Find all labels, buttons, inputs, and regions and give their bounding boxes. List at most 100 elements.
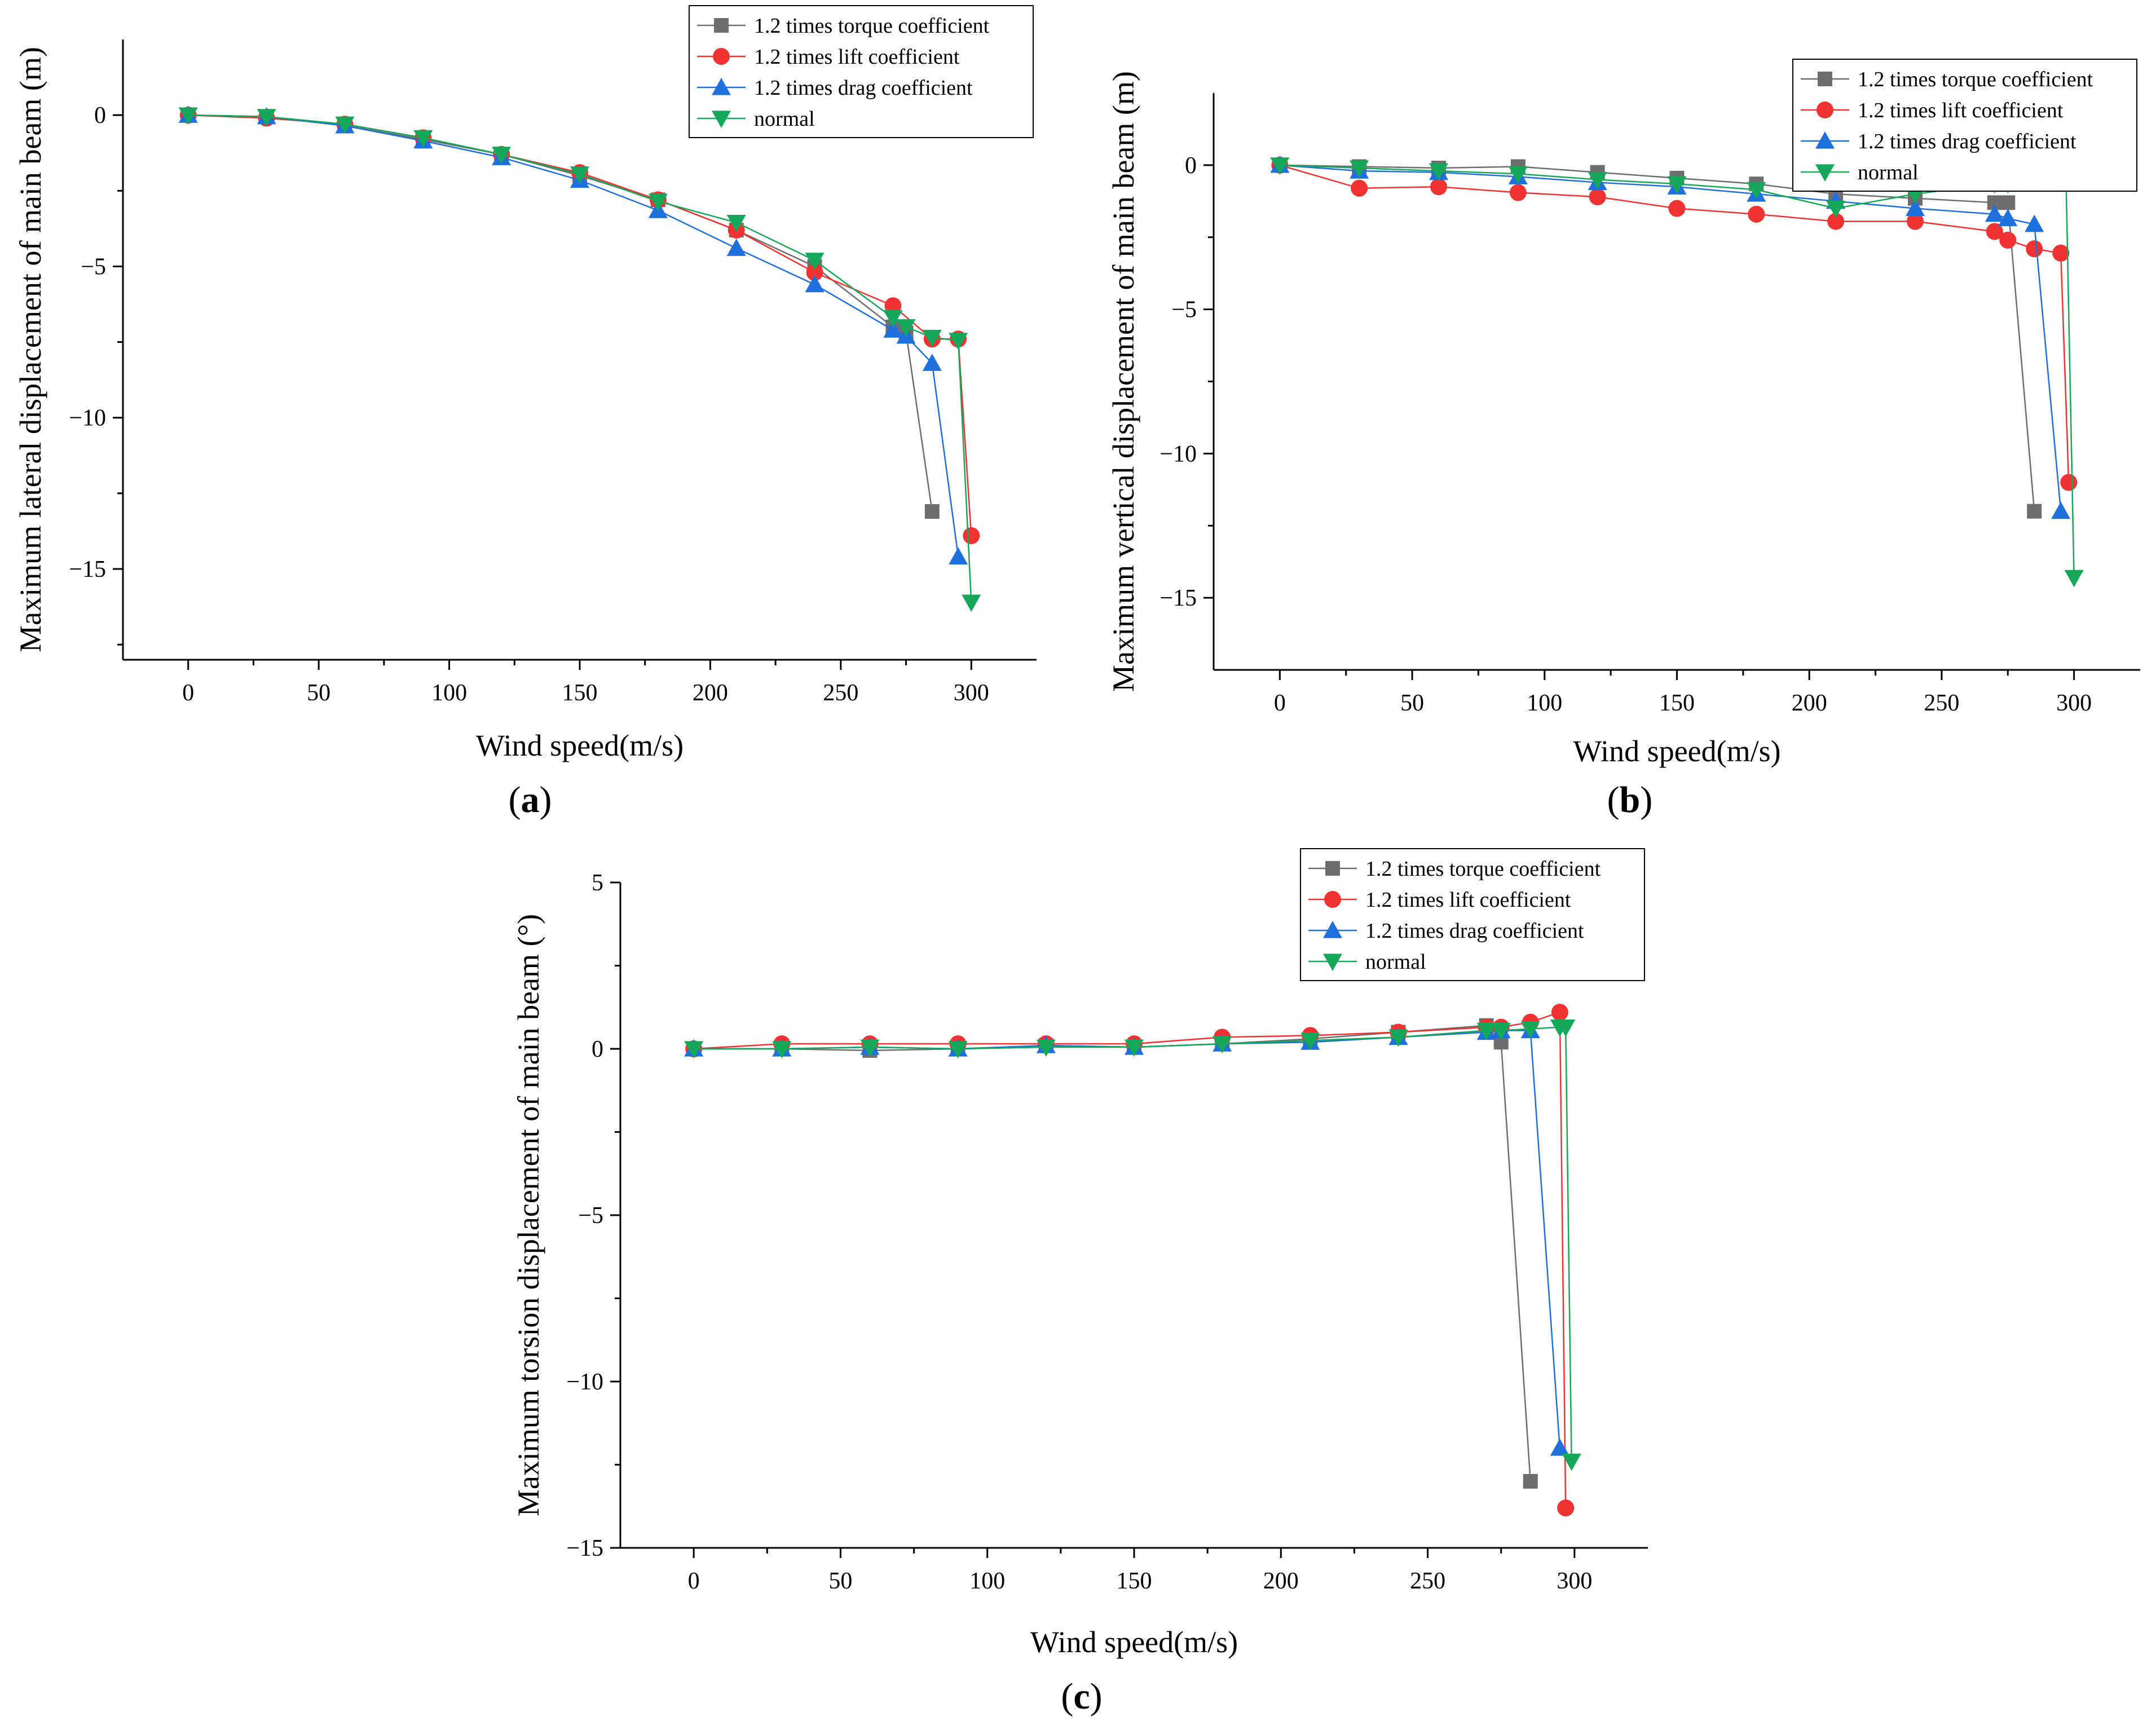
chart-a-data-point — [805, 275, 825, 293]
chart-b-data-point — [1588, 171, 1607, 189]
chart-b-data-point — [2051, 501, 2071, 519]
chart-a-legend-marker — [714, 18, 729, 33]
chart-a-data-point — [648, 193, 668, 211]
chart-a-x-tick-label: 100 — [431, 680, 467, 706]
chart-a-data-point — [178, 107, 198, 125]
chart-c-data-point — [772, 1041, 792, 1058]
chart-b-legend-marker — [1815, 164, 1835, 182]
chart-a-data-point — [962, 594, 981, 612]
chart-b-series-3 — [1270, 157, 2084, 588]
chart-c-data-point — [1550, 1438, 1569, 1456]
chart-b-data-point — [1999, 231, 2017, 249]
chart-a-x-tick-label: 300 — [954, 680, 989, 706]
chart-b-data-point — [1509, 184, 1527, 201]
chart-a-data-point — [492, 147, 512, 164]
chart-a-data-point — [335, 116, 355, 134]
chart-b-data-point — [1747, 182, 1766, 200]
chart-a-x-tick-label: 50 — [307, 680, 330, 706]
chart-c-data-point — [1213, 1036, 1232, 1054]
chart-a-legend-marker — [712, 111, 731, 128]
chart-b-x-tick-label: 0 — [1274, 690, 1286, 716]
chart-c-data-point — [1557, 1499, 1575, 1517]
chart-c-data-point — [1551, 1004, 1568, 1021]
chart-b-data-point — [2026, 240, 2043, 258]
chart-b-panel-label: (b) — [1607, 779, 1653, 820]
chart-b-data-point — [2064, 570, 2084, 588]
chart-b-legend-label: 1.2 times torque coefficient — [1858, 68, 2093, 91]
chart-c-legend-marker — [1323, 954, 1342, 971]
chart-b-data-point — [2027, 504, 2042, 519]
chart-c-legend-marker — [1323, 921, 1342, 938]
chart-c-y-tick-label: −15 — [566, 1535, 603, 1561]
chart-c-data-point — [1520, 1021, 1540, 1039]
chart-c-x-axis-title: Wind speed(m/s) — [1030, 1625, 1238, 1659]
chart-a-legend-label: normal — [754, 107, 815, 131]
chart-b-data-point — [2052, 244, 2070, 262]
chart-b-data-point — [2060, 474, 2078, 491]
chart-c-panel-label: (c) — [1061, 1676, 1102, 1717]
chart-a-data-point — [884, 297, 902, 315]
chart-a-data-point — [413, 130, 433, 148]
chart-c-data-point — [1562, 1454, 1581, 1471]
chart-a-x-tick-label: 250 — [823, 680, 858, 706]
chart-c-series-line — [694, 1011, 1567, 1508]
chart-a-data-point — [257, 109, 276, 126]
chart-b-legend-box — [1792, 59, 2137, 192]
chart-b-data-point — [1748, 205, 1765, 223]
chart-a-data-point — [806, 264, 823, 281]
chart-b-data-point — [1667, 176, 1687, 194]
chart-c-y-tick-label: 5 — [592, 870, 603, 896]
chart-b-series-0 — [1272, 157, 2042, 519]
chart-a-y-tick-label: −5 — [81, 254, 106, 280]
chart-a-y-tick-label: −10 — [69, 405, 106, 431]
chart-b-legend-marker — [1815, 131, 1835, 149]
chart-b-data-point — [2025, 214, 2044, 232]
chart-c-legend-box — [1300, 848, 1645, 981]
chart-c-data-point — [1556, 1020, 1576, 1037]
chart-b: 0 50 100 150 200 250 300 0 −5 −10 −15 Wind speed(m/… — [1106, 59, 2140, 820]
chart-a-data-point — [949, 547, 968, 565]
chart-c-y-tick-label: 0 — [592, 1036, 603, 1062]
chart-a: 0 50 100 150 200 250 300 0 −5 −10 −15 Wind speed(m/… — [14, 5, 1037, 820]
chart-c-legend: 1.2 times torque coefficient 1.2 times li… — [1300, 848, 1645, 981]
chart-b-y-tick-label: −15 — [1159, 585, 1197, 611]
chart-b-data-point — [1589, 188, 1606, 206]
chart-c-x-tick-label: 200 — [1263, 1568, 1299, 1594]
chart-c-data-point — [860, 1039, 880, 1057]
chart-b-data-point — [1826, 201, 1846, 218]
chart-b-x-tick-label: 50 — [1400, 690, 1424, 716]
chart-c-y-tick-label: −10 — [566, 1369, 603, 1395]
chart-c-series-line — [694, 1026, 1572, 1462]
chart-c-data-point — [948, 1041, 968, 1058]
chart-a-x-tick-label: 150 — [562, 680, 598, 706]
chart-a-legend-label: 1.2 times torque coefficient — [754, 14, 990, 38]
chart-b-data-point — [1430, 178, 1448, 196]
chart-b-data-point — [1906, 213, 1924, 230]
chart-a-data-point — [963, 527, 980, 544]
chart-c-series-line — [694, 1025, 1532, 1482]
chart-a-legend-label: 1.2 times drag coefficient — [754, 76, 973, 100]
chart-a-data-point — [570, 166, 589, 184]
chart-a-data-point — [896, 319, 916, 337]
chart-b-data-point — [1270, 157, 1290, 175]
chart-c-x-tick-label: 0 — [688, 1568, 700, 1594]
chart-a-panel-label: (a) — [509, 779, 552, 820]
chart-b-y-tick-label: −5 — [1171, 297, 1197, 323]
chart-b-data-point — [2000, 195, 2016, 210]
chart-c-data-point — [1491, 1022, 1511, 1040]
chart-a-series-3 — [178, 107, 981, 612]
chart-c-x-tick-label: 300 — [1557, 1568, 1592, 1594]
chart-b-x-tick-label: 300 — [2056, 690, 2092, 716]
chart-a-y-tick-label: −15 — [69, 557, 106, 582]
chart-b-x-tick-label: 200 — [1792, 690, 1827, 716]
chart-a-data-point — [924, 504, 940, 519]
chart-c-legend-label: 1.2 times torque coefficient — [1365, 857, 1601, 881]
chart-c-y-axis-title: Maximum torsion displacement of main bea… — [512, 914, 545, 1516]
chart-a-x-tick-label: 0 — [182, 680, 194, 706]
chart-c-x-tick-label: 50 — [828, 1568, 852, 1594]
chart-b-y-tick-label: −10 — [1159, 441, 1197, 467]
chart-b-x-tick-label: 250 — [1924, 690, 1959, 716]
chart-b-data-point — [1668, 200, 1686, 217]
chart-a-x-tick-label: 200 — [693, 680, 728, 706]
